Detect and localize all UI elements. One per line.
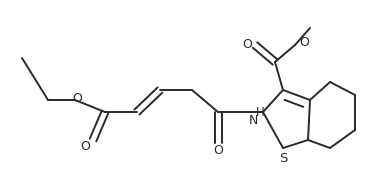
Text: S: S [279, 152, 287, 164]
Text: O: O [242, 37, 252, 51]
Text: O: O [299, 36, 309, 48]
Text: O: O [80, 141, 90, 153]
Text: N: N [248, 114, 258, 127]
Text: O: O [72, 93, 82, 106]
Text: O: O [213, 145, 223, 158]
Text: H: H [256, 107, 264, 120]
